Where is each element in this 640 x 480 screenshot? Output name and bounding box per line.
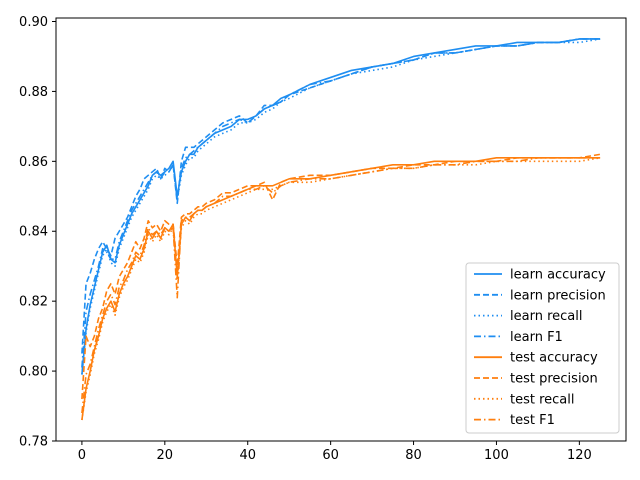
legend-label: learn recall [510,309,582,324]
x-tick-label: 40 [239,448,256,463]
legend-label: learn F1 [510,330,563,345]
series-line-learn-accuracy [81,38,601,375]
y-tick-label: 0.86 [19,155,48,170]
legend: learn accuracy learn precision learn recal… [465,262,620,434]
y-tick-label: 0.84 [19,225,48,240]
y-tick-label: 0.88 [19,85,48,100]
legend-label: test recall [510,392,575,407]
plot-area [81,38,601,421]
x-tick-label: 20 [157,448,174,463]
x-tick-label: 80 [405,448,422,463]
legend-label: test accuracy [510,351,598,366]
legend-label: learn accuracy [510,268,606,283]
series-line-test-f1 [81,157,601,414]
y-tick-label: 0.80 [19,365,48,380]
x-tick-label: 100 [484,448,509,463]
series-line-test-precision [81,153,601,400]
y-tick-label: 0.78 [19,435,48,450]
y-tick-label: 0.82 [19,295,48,310]
series-line-learn-f1 [81,38,601,368]
x-tick-label: 0 [78,448,86,463]
x-axis: 0 20 40 60 80 100 120 [78,441,592,463]
legend-label: test precision [510,372,598,387]
y-tick-label: 0.90 [19,15,48,30]
legend-box [465,262,620,434]
x-tick-label: 120 [567,448,592,463]
legend-label: learn precision [510,288,606,303]
legend-label: test F1 [510,413,555,428]
x-tick-label: 60 [322,448,339,463]
y-axis: 0.78 0.80 0.82 0.84 0.86 0.88 0.90 [19,15,56,450]
axes-frame [55,17,627,442]
